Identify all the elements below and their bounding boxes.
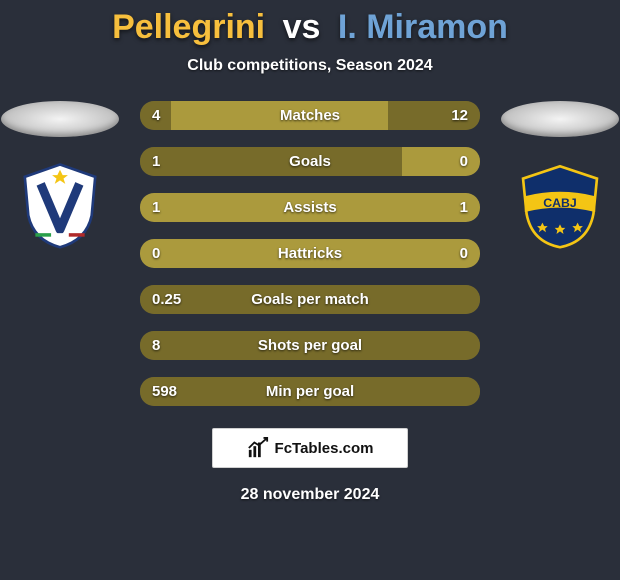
stat-row: Assists1 1 xyxy=(140,193,480,222)
stat-label: Goals xyxy=(140,147,480,176)
stat-label: Hattricks xyxy=(140,239,480,268)
player1-column xyxy=(0,101,120,255)
stat-row: Min per goal598 xyxy=(140,377,480,406)
boca-crest-icon: CABJ xyxy=(516,161,604,249)
stat-row: Matches4 12 xyxy=(140,101,480,130)
stat-bars: Matches412Goals10Assists11Hattricks00Goa… xyxy=(140,101,480,406)
player2-column: CABJ xyxy=(500,101,620,255)
stat-value-left: 0.25 xyxy=(152,285,181,314)
player1-name: Pellegrini xyxy=(112,8,265,46)
stat-value-right: 12 xyxy=(451,101,468,130)
stat-value-left: 0 xyxy=(152,239,160,268)
svg-text:CABJ: CABJ xyxy=(543,196,577,210)
stat-row: Goals1 0 xyxy=(140,147,480,176)
player2-club-crest: CABJ xyxy=(510,155,610,255)
date-label: 28 november 2024 xyxy=(241,486,380,504)
stat-value-left: 4 xyxy=(152,101,160,130)
stat-label: Assists xyxy=(140,193,480,222)
stat-value-right: 0 xyxy=(460,147,468,176)
stat-label: Shots per goal xyxy=(140,331,480,360)
stat-value-left: 1 xyxy=(152,147,160,176)
stat-label: Matches xyxy=(140,101,480,130)
stat-label: Min per goal xyxy=(140,377,480,406)
footer: FcTables.com 28 november 2024 xyxy=(0,428,620,504)
subtitle: Club competitions, Season 2024 xyxy=(0,57,620,75)
comparison-title: Pellegrini vs I. Miramon xyxy=(0,0,620,47)
stat-row: Hattricks0 0 xyxy=(140,239,480,268)
stat-row: Shots per goal8 xyxy=(140,331,480,360)
stat-value-right: 0 xyxy=(460,239,468,268)
stat-value-right: 1 xyxy=(460,193,468,222)
brand-badge: FcTables.com xyxy=(212,428,408,468)
player1-avatar-placeholder xyxy=(1,101,119,137)
stat-value-left: 598 xyxy=(152,377,177,406)
chart-icon xyxy=(247,437,269,459)
stat-row: Goals per match0.25 xyxy=(140,285,480,314)
velez-crest-icon xyxy=(16,161,104,249)
stat-value-left: 1 xyxy=(152,193,160,222)
comparison-body: CABJ Matches412Goals10Assists11Hattricks… xyxy=(0,101,620,406)
player2-avatar-placeholder xyxy=(501,101,619,137)
vs-label: vs xyxy=(283,8,321,46)
player1-club-crest xyxy=(10,155,110,255)
brand-text: FcTables.com xyxy=(275,440,374,457)
stat-label: Goals per match xyxy=(140,285,480,314)
player2-name: I. Miramon xyxy=(338,8,508,46)
stat-value-left: 8 xyxy=(152,331,160,360)
